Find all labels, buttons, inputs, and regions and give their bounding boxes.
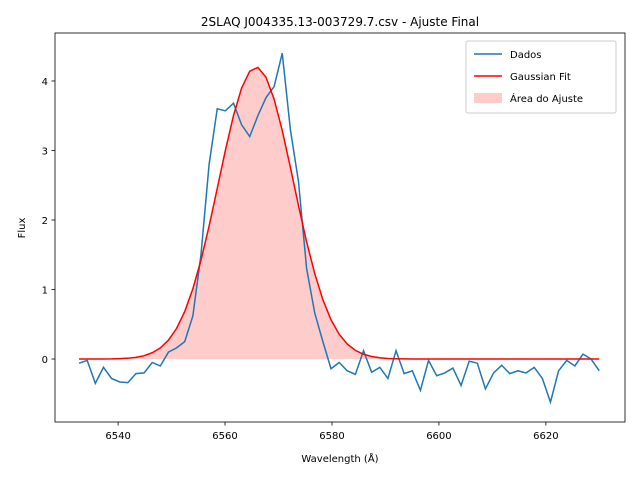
x-tick-label: 6580: [319, 431, 344, 442]
y-tick-label: 2: [42, 216, 48, 227]
y-tick-label: 3: [42, 146, 48, 157]
series-line: [78, 52, 600, 405]
series-line: [79, 66, 600, 360]
x-tick-label: 6560: [212, 431, 237, 442]
legend-swatch: [474, 93, 502, 103]
x-axis-label: Wavelength (Å): [301, 452, 378, 465]
x-tick-label: 6620: [533, 431, 558, 442]
y-axis-label: Flux: [17, 218, 28, 239]
legend-box: [465, 40, 617, 114]
legend-label: Área do Ajuste: [510, 92, 583, 105]
x-tick-label: 6600: [426, 431, 451, 442]
y-tick-label: 4: [42, 77, 48, 88]
fit-area: [79, 67, 600, 360]
plot-frame: [54, 32, 626, 423]
x-tick-label: 6540: [105, 431, 130, 442]
y-tick-label: 1: [42, 286, 48, 297]
y-tick-label: 0: [42, 355, 48, 366]
legend-label: Dados: [510, 50, 542, 61]
legend-label: Gaussian Fit: [510, 72, 571, 83]
chart-title: 2SLAQ J004335.13-003729.7.csv - Ajuste F…: [201, 15, 479, 29]
